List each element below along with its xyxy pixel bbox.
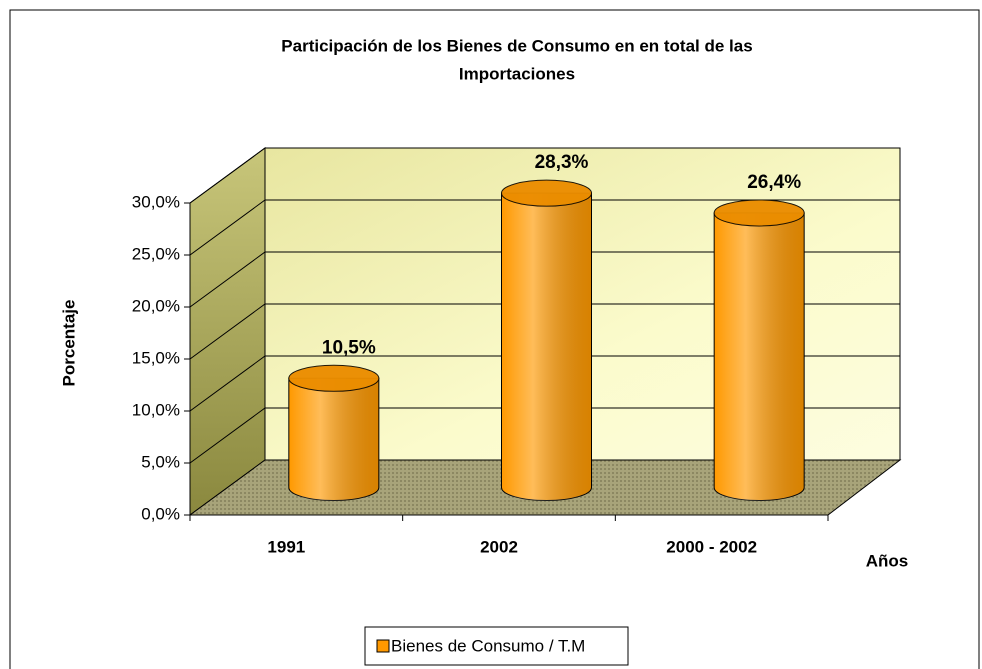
cylinder-shine xyxy=(714,212,805,501)
cylinder xyxy=(288,364,380,501)
cylinder-top-shade xyxy=(714,199,805,226)
data-label: 28,3% xyxy=(535,152,589,173)
x-tick-label: 1991 xyxy=(267,537,305,556)
cylinder-top xyxy=(713,199,805,227)
y-tick-label: 25,0% xyxy=(132,244,180,263)
grid-line xyxy=(189,147,900,204)
grid-line xyxy=(189,251,900,308)
y-tick-label: 0,0% xyxy=(141,504,180,523)
grid-line xyxy=(189,407,900,464)
data-label: 26,4% xyxy=(747,172,801,193)
grid-line xyxy=(189,303,900,360)
chart-title-line1: Participación de los Bienes de Consumo e… xyxy=(281,36,752,55)
cylinder xyxy=(501,179,592,501)
y-axis-title: Porcentaje xyxy=(59,300,78,387)
y-tick-label: 20,0% xyxy=(132,296,180,315)
y-tick-label: 5,0% xyxy=(141,452,180,471)
y-tick-label: 15,0% xyxy=(132,348,180,367)
x-tick-label: 2002 xyxy=(480,537,518,556)
chart-title-line2: Importaciones xyxy=(459,64,575,83)
cylinder-top xyxy=(288,364,380,392)
grid-line xyxy=(189,199,900,256)
cylinder xyxy=(713,199,805,501)
data-label: 10,5% xyxy=(322,337,376,358)
cylinder-shine xyxy=(501,193,592,501)
legend xyxy=(364,626,629,666)
y-tick-label: 10,0% xyxy=(132,400,180,419)
cylinder-top xyxy=(501,179,592,207)
x-axis-title: Años xyxy=(866,551,909,570)
cylinder-top-shade xyxy=(501,180,592,207)
legend-swatch xyxy=(376,639,390,653)
grid-line xyxy=(189,355,900,412)
legend-label: Bienes de Consumo / T.M xyxy=(391,636,585,655)
x-tick-label: 2000 - 2002 xyxy=(666,537,757,556)
cylinder-top-shade xyxy=(288,365,379,392)
y-tick-label: 30,0% xyxy=(132,192,180,211)
cylinder-shine xyxy=(288,378,379,501)
